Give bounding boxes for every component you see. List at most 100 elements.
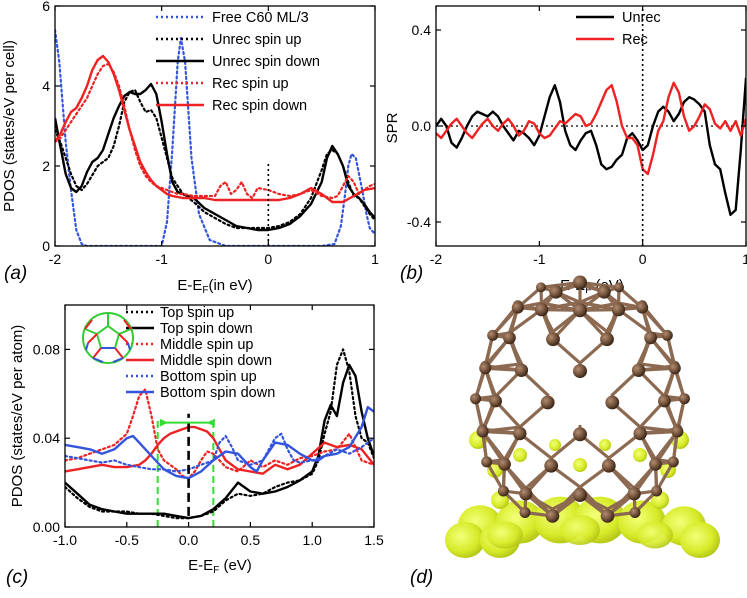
c60-atom bbox=[627, 487, 641, 501]
c60-atom bbox=[573, 488, 587, 502]
panel-c-xtick-label: 1.5 bbox=[364, 532, 384, 548]
c60-atom bbox=[605, 395, 620, 410]
panel-a-ytick-label: 2 bbox=[42, 158, 50, 174]
c60-atom bbox=[487, 329, 499, 341]
c60-atom bbox=[514, 363, 529, 377]
c60-atom bbox=[597, 285, 611, 299]
panel-a: -2 -1 0 1 0 2 4 6 Free C60 ML/3 Unrec spin up Unr… bbox=[1, 0, 379, 296]
panel-c-label: (c) bbox=[6, 567, 28, 588]
c60-atom bbox=[573, 275, 587, 290]
panel-a-label: (a) bbox=[4, 263, 27, 284]
panel-b-label: (b) bbox=[400, 263, 423, 284]
c60-atom bbox=[503, 331, 516, 345]
panel-a-legend: Free C60 ML/3 Unrec spin up Unrec spin dow… bbox=[156, 10, 320, 114]
c60-atom bbox=[479, 362, 492, 375]
c60-atom bbox=[534, 302, 549, 317]
panel-a-ylabel: PDOS (states/eV per cell) bbox=[1, 40, 18, 212]
panel-d-bonds bbox=[474, 280, 687, 518]
panel-b-legend-label: Unrec bbox=[622, 10, 661, 26]
c60-atom bbox=[549, 285, 563, 299]
panel-a-legend-label: Unrec spin up bbox=[212, 32, 301, 48]
panel-b-xtick-label: 1 bbox=[742, 251, 747, 267]
panel-c-xtick-label: 0.0 bbox=[179, 532, 199, 548]
c60-bond bbox=[654, 460, 675, 493]
panel-a-legend-label: Rec spin down bbox=[212, 98, 307, 114]
panel-c: -1.0 -0.5 0.0 0.5 1.0 1.5 0.00 0.04 0.08 Top spi… bbox=[6, 304, 384, 588]
c60-bond bbox=[636, 362, 677, 370]
c60-atom bbox=[667, 456, 679, 468]
c60-atom bbox=[470, 393, 482, 405]
panel-c-legend-label: Bottom spin up bbox=[160, 369, 257, 385]
panel-a-series-rec-spin-up bbox=[55, 62, 375, 200]
c60-atom bbox=[497, 485, 509, 497]
c60-atom bbox=[661, 329, 673, 341]
c60-atom bbox=[498, 457, 511, 471]
c60-atom bbox=[651, 485, 663, 497]
panel-c-series-bottom-spin-down bbox=[65, 405, 374, 480]
spin-density-lobe bbox=[573, 458, 587, 472]
c60-atom bbox=[629, 507, 641, 518]
panel-a-series-rec-spin-down bbox=[55, 54, 375, 204]
c60-atom bbox=[546, 332, 560, 347]
panel-b-ytick-label: 0.4 bbox=[412, 22, 432, 38]
panel-b-xtick-label: -2 bbox=[430, 251, 443, 267]
panel-c-series bbox=[65, 348, 374, 527]
panel-c-ytick-label: 0.00 bbox=[33, 519, 60, 535]
c60-atom bbox=[536, 282, 546, 293]
c60-atom bbox=[678, 393, 690, 405]
c60-atom bbox=[611, 302, 626, 317]
panel-c-ytick-label: 0.08 bbox=[33, 341, 60, 357]
panel-c-xtick-label: 1.0 bbox=[302, 532, 322, 548]
panel-c-legend-label: Top spin down bbox=[160, 321, 253, 337]
panel-b-legend: Unrec Rec bbox=[576, 10, 661, 48]
spin-density-lobe bbox=[487, 521, 523, 549]
c60-atom bbox=[649, 457, 662, 471]
c60-atom bbox=[540, 395, 555, 410]
c60-bond bbox=[485, 460, 505, 493]
panel-a-ytick-label: 4 bbox=[42, 78, 50, 94]
spin-density-lobe bbox=[633, 448, 647, 462]
panel-c-legend-label: Middle spin up bbox=[160, 337, 254, 353]
panel-a-series bbox=[55, 28, 375, 246]
panel-c-series-top-spin-up bbox=[65, 348, 374, 520]
panel-b-ticks: -2 -1 0 1 -0.4 0.0 0.4 bbox=[407, 6, 747, 267]
panel-a-ytick-label: 6 bbox=[42, 0, 50, 14]
c60-atom bbox=[476, 425, 489, 438]
panel-d-spin-density-front bbox=[487, 515, 673, 549]
c60-atom bbox=[668, 362, 681, 375]
spin-density-lobe bbox=[513, 448, 527, 462]
c60-atom bbox=[600, 509, 615, 523]
panel-a-xtick-label: 1 bbox=[371, 251, 379, 267]
panel-b-series bbox=[436, 6, 746, 246]
panel-b-xtick-label: 0 bbox=[639, 251, 647, 267]
panel-c-inset-c60-icon bbox=[82, 312, 134, 364]
spin-density-lobe bbox=[599, 439, 611, 451]
panel-c-ticks: -1.0 -0.5 0.0 0.5 1.0 1.5 0.00 0.04 0.08 bbox=[33, 305, 384, 548]
panel-c-legend-label: Top spin up bbox=[160, 305, 234, 321]
c60-atom bbox=[633, 426, 647, 441]
c60-atom bbox=[481, 456, 493, 468]
panel-c-legend-label: Bottom spin down bbox=[160, 385, 275, 401]
panel-a-ytick-label: 0 bbox=[42, 238, 50, 254]
spin-density-lobe bbox=[680, 522, 720, 558]
c60-atom bbox=[573, 303, 587, 318]
c60-atom bbox=[511, 301, 524, 314]
spin-density-lobe bbox=[445, 522, 485, 558]
panel-a-xtick-label: -1 bbox=[155, 251, 168, 267]
c60-atom bbox=[631, 363, 646, 377]
panel-a-legend-label: Unrec spin down bbox=[212, 54, 320, 70]
spin-density-lobe bbox=[560, 515, 600, 545]
panel-a-legend-label: Rec spin up bbox=[212, 76, 289, 92]
panel-c-ylabel: PDOS (states/eV per atom) bbox=[9, 325, 26, 508]
panel-c-series-middle-spin-up bbox=[65, 388, 374, 480]
panel-c-xtick-label: -1.0 bbox=[53, 532, 77, 548]
panel-d: (d) bbox=[410, 275, 720, 588]
c60-atom bbox=[519, 487, 533, 501]
panel-d-label: (d) bbox=[410, 567, 433, 588]
c60-bond bbox=[638, 425, 680, 434]
panel-d-atoms bbox=[470, 275, 690, 523]
panel-b-xtick-label: -1 bbox=[533, 251, 546, 267]
c60-atom bbox=[601, 458, 616, 473]
panel-a-xtick-label: -2 bbox=[49, 251, 62, 267]
c60-atom bbox=[573, 427, 587, 442]
